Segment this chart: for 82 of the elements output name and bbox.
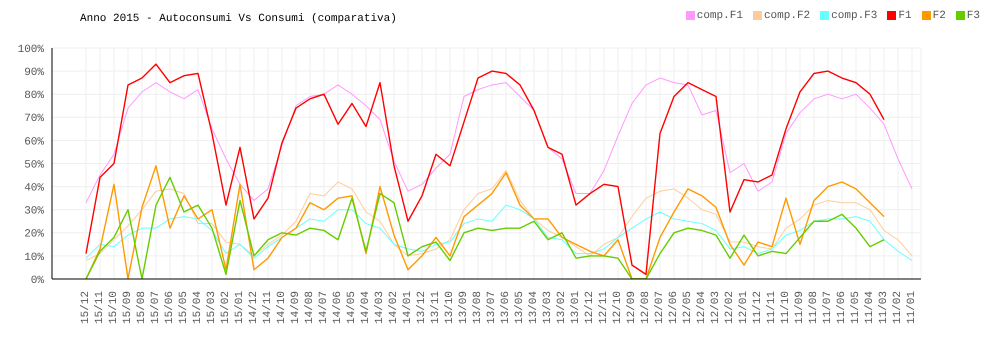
x-tick-label: 11/02 <box>892 291 904 324</box>
x-tick-label: 12/06 <box>668 291 680 324</box>
y-tick-label: 70% <box>24 113 44 126</box>
x-tick-label: 14/12 <box>248 291 260 324</box>
x-tick-label: 12/01 <box>738 290 750 324</box>
x-tick-label: 11/08 <box>808 291 820 324</box>
legend-label: F3 <box>966 10 980 22</box>
x-tick-label: 15/10 <box>108 291 120 324</box>
x-tick-label: 13/04 <box>528 290 540 324</box>
x-tick-label: 15/05 <box>178 291 190 324</box>
x-tick-label: 14/11 <box>262 290 274 324</box>
x-tick-label: 12/04 <box>696 290 708 324</box>
line-series <box>86 204 912 262</box>
x-tick-label: 14/02 <box>388 291 400 324</box>
x-tick-label: 11/09 <box>794 291 806 324</box>
x-tick-label: 11/10 <box>780 291 792 324</box>
x-tick-label: 11/04 <box>864 290 876 324</box>
legend-label: comp.F1 <box>696 10 743 22</box>
x-tick-label: 12/12 <box>584 291 596 324</box>
x-tick-label: 15/01 <box>234 290 246 324</box>
y-tick-label: 20% <box>24 228 44 241</box>
x-tick-label: 13/08 <box>472 291 484 324</box>
x-tick-label: 11/11 <box>766 290 778 324</box>
x-tick-label: 15/09 <box>122 291 134 324</box>
x-tick-label: 13/10 <box>444 291 456 324</box>
line-series <box>86 78 912 204</box>
x-tick-label: 14/05 <box>346 291 358 324</box>
x-tick-label: 14/06 <box>332 291 344 324</box>
x-tick-label: 14/04 <box>360 290 372 324</box>
x-tick-label: 11/01 <box>906 290 918 324</box>
legend-label: F1 <box>898 10 912 22</box>
x-tick-label: 14/07 <box>318 291 330 324</box>
legend-label: F2 <box>932 10 946 22</box>
x-tick-label: 15/06 <box>164 291 176 324</box>
x-tick-label: 11/12 <box>752 291 764 324</box>
x-tick-label: 13/03 <box>542 291 554 324</box>
x-tick-label: 14/09 <box>290 291 302 324</box>
y-tick-label: 80% <box>24 90 44 102</box>
x-tick-label: 14/10 <box>276 291 288 324</box>
x-tick-label: 12/02 <box>724 291 736 324</box>
x-tick-label: 13/06 <box>500 291 512 324</box>
x-tick-label: 13/02 <box>556 291 568 324</box>
y-tick-label: 10% <box>24 252 44 264</box>
x-tick-label: 13/01 <box>570 290 582 324</box>
x-tick-label: 15/08 <box>136 291 148 324</box>
y-tick-label: 40% <box>24 182 44 195</box>
x-tick-label: 13/05 <box>514 291 526 324</box>
x-tick-label: 11/03 <box>878 291 890 324</box>
x-tick-label: 15/11 <box>94 290 106 324</box>
x-tick-label: 13/12 <box>416 291 428 324</box>
x-tick-label: 15/04 <box>192 290 204 324</box>
y-tick-label: 60% <box>24 136 44 148</box>
x-tick-label: 12/07 <box>654 291 666 324</box>
legend-label: comp.F3 <box>831 10 878 22</box>
legend-label: comp.F2 <box>764 10 810 22</box>
x-tick-label: 12/05 <box>682 291 694 324</box>
x-tick-label: 11/05 <box>850 291 862 324</box>
x-tick-label: 14/08 <box>304 291 316 324</box>
x-tick-label: 12/11 <box>598 290 610 324</box>
x-tick-label: 15/07 <box>150 291 162 324</box>
x-tick-label: 14/03 <box>374 291 386 324</box>
y-tick-label: 0% <box>30 274 44 287</box>
y-tick-label: 50% <box>24 159 44 172</box>
line-series <box>86 170 912 262</box>
x-tick-label: 15/12 <box>80 291 92 324</box>
x-tick-label: 15/02 <box>220 291 232 324</box>
x-tick-label: 12/10 <box>612 291 624 324</box>
chart-title: Anno 2015 - Autoconsumi Vs Consumi (comparativa) <box>80 13 397 25</box>
x-tick-label: 13/09 <box>458 291 470 324</box>
x-tick-label: 12/08 <box>640 291 652 324</box>
x-tick-label: 12/09 <box>626 291 638 324</box>
x-tick-label: 13/11 <box>430 290 442 324</box>
x-tick-label: 13/07 <box>486 291 498 324</box>
y-tick-label: 100% <box>18 44 44 56</box>
x-tick-label: 14/01 <box>402 290 414 324</box>
x-tick-label: 12/03 <box>710 291 722 324</box>
x-tick-label: 11/07 <box>822 291 834 324</box>
y-tick-label: 30% <box>24 206 44 218</box>
x-tick-label: 11/06 <box>836 291 848 324</box>
x-tick-label: 15/03 <box>206 291 218 324</box>
line-series <box>85 63 885 276</box>
y-tick-label: 90% <box>24 67 44 80</box>
